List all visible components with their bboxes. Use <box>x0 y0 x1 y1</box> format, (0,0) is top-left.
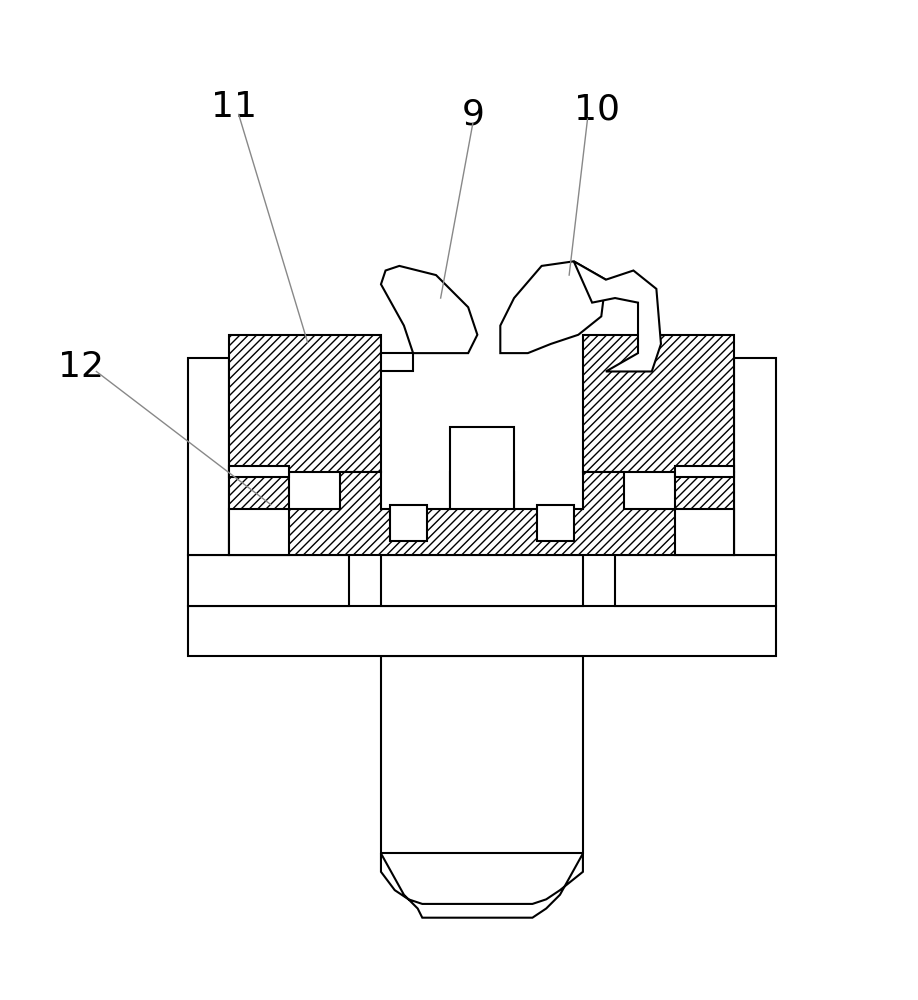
Bar <box>675 509 734 555</box>
Bar <box>537 505 574 541</box>
Bar <box>188 555 349 606</box>
Bar <box>675 466 734 477</box>
Text: 11: 11 <box>211 90 257 124</box>
Bar <box>188 606 776 656</box>
Bar <box>230 466 289 477</box>
Text: 10: 10 <box>574 93 620 127</box>
Polygon shape <box>583 335 734 472</box>
Polygon shape <box>381 266 477 353</box>
Bar <box>450 427 514 509</box>
Polygon shape <box>500 261 606 353</box>
Polygon shape <box>230 335 381 472</box>
Bar <box>615 555 776 606</box>
Bar <box>188 358 230 555</box>
Bar <box>390 505 427 541</box>
Polygon shape <box>381 853 583 918</box>
Polygon shape <box>230 472 734 555</box>
Bar <box>381 555 583 606</box>
Text: 9: 9 <box>462 97 484 131</box>
Bar <box>230 509 289 555</box>
Bar <box>734 358 776 555</box>
Text: 12: 12 <box>58 350 104 384</box>
Polygon shape <box>574 261 661 371</box>
Polygon shape <box>381 353 413 371</box>
Bar <box>381 656 583 853</box>
